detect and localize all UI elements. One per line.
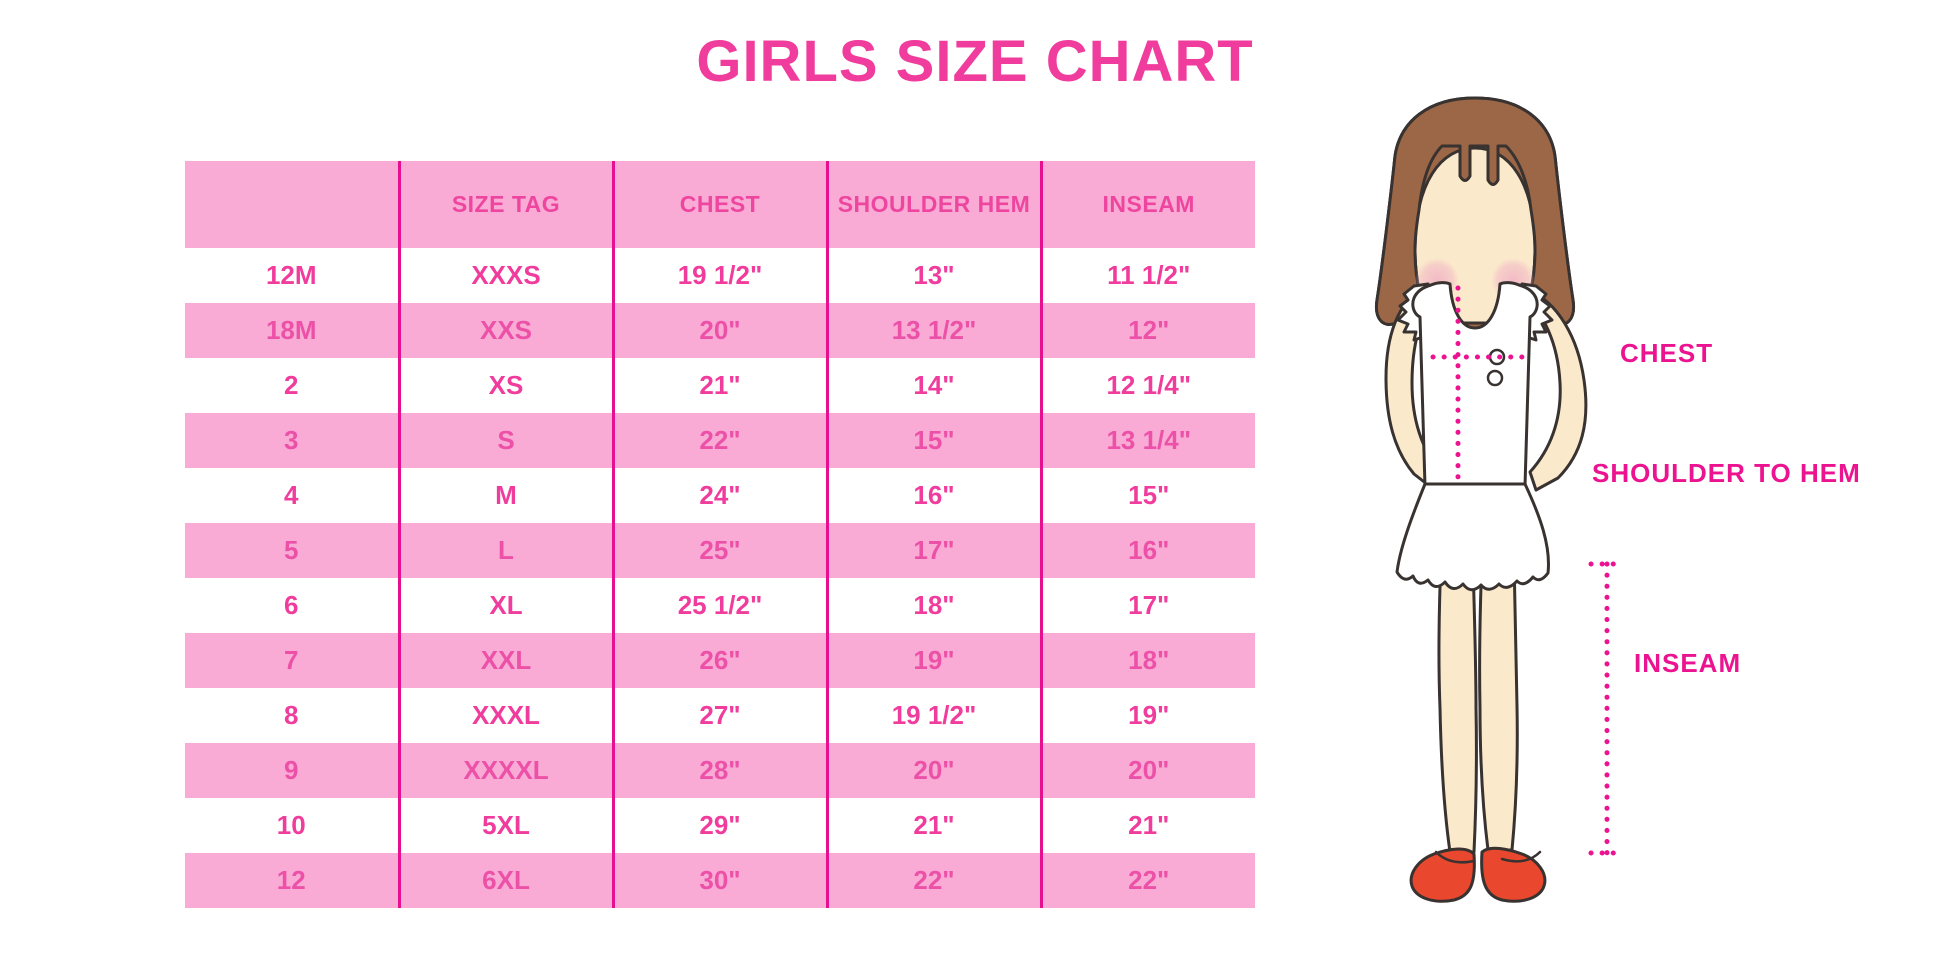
leg-right bbox=[1478, 556, 1519, 852]
table-row: 10 5XL 29" 21" 21" bbox=[185, 798, 1255, 853]
size-table-body: 12M XXXS 19 1/2" 13" 11 1/2" 18M XXS 20" 13 1/2"… bbox=[185, 248, 1255, 908]
column-header: INSEAM bbox=[1039, 161, 1255, 248]
table-cell: 22" bbox=[1039, 853, 1255, 908]
table-cell: 27" bbox=[611, 688, 827, 743]
table-row: 12 6XL 30" 22" 22" bbox=[185, 853, 1255, 908]
size-table-head: SIZE TAG CHEST SHOULDER HEM INSEAM bbox=[185, 161, 1255, 248]
table-cell: 5XL bbox=[397, 798, 613, 853]
table-cell: 16" bbox=[1039, 523, 1255, 578]
table-cell: XXXL bbox=[397, 688, 613, 743]
table-cell: 24" bbox=[611, 468, 827, 523]
table-row: 2 XS 21" 14" 12 1/4" bbox=[185, 358, 1255, 413]
table-cell: 25" bbox=[611, 523, 827, 578]
girl-figure bbox=[1374, 96, 1626, 903]
column-header: SHOULDER HEM bbox=[825, 161, 1041, 248]
inseam-label: INSEAM bbox=[1634, 648, 1742, 678]
hair-bangs bbox=[1374, 96, 1576, 356]
table-cell: 21" bbox=[1039, 798, 1255, 853]
shoe-right bbox=[1480, 846, 1547, 903]
table-cell: 12 1/4" bbox=[1039, 358, 1255, 413]
table-row: 5 L 25" 17" 16" bbox=[185, 523, 1255, 578]
column-header bbox=[185, 161, 399, 248]
table-cell: 10 bbox=[276, 810, 306, 840]
table-cell: 4 bbox=[284, 480, 299, 510]
table-cell: 30" bbox=[611, 853, 827, 908]
button-bottom bbox=[1486, 369, 1504, 387]
table-row: 18M XXS 20" 13 1/2" 12" bbox=[185, 303, 1255, 358]
table-cell: 19 1/2" bbox=[611, 248, 827, 303]
table-cell: 22" bbox=[825, 853, 1041, 908]
table-cell: S bbox=[397, 413, 613, 468]
table-cell: L bbox=[397, 523, 613, 578]
table-cell: 18M bbox=[185, 303, 399, 358]
table-cell: M bbox=[397, 468, 613, 523]
table-cell: 13 1/4" bbox=[1039, 413, 1255, 468]
table-row: 9 XXXXL 28" 20" 20" bbox=[185, 743, 1255, 798]
arm-right bbox=[1520, 288, 1588, 492]
table-cell: 15" bbox=[825, 413, 1041, 468]
table-cell: XXL bbox=[397, 633, 613, 688]
table-cell: XXXXL bbox=[397, 743, 613, 798]
table-cell: 18" bbox=[1039, 633, 1255, 688]
table-row: 3 S 22" 15" 13 1/4" bbox=[185, 413, 1255, 468]
column-header: SIZE TAG bbox=[397, 161, 613, 248]
table-cell: 7 bbox=[185, 633, 399, 688]
table-cell: 13 1/2" bbox=[825, 303, 1041, 358]
table-cell: 2 bbox=[284, 370, 299, 400]
table-cell: 28" bbox=[611, 743, 827, 798]
chart-title: GIRLS SIZE CHART bbox=[696, 29, 1254, 94]
column-header: CHEST bbox=[611, 161, 827, 248]
table-cell: 18" bbox=[825, 578, 1041, 633]
table-row: 7 XXL 26" 19" 18" bbox=[185, 633, 1255, 688]
table-cell: XL bbox=[397, 578, 613, 633]
table-cell: 12" bbox=[1039, 303, 1255, 358]
table-cell: 16" bbox=[825, 468, 1041, 523]
table-cell: 19" bbox=[825, 633, 1041, 688]
dress-skirt bbox=[1395, 482, 1550, 592]
table-cell: 20" bbox=[1039, 743, 1255, 798]
table-cell: 22" bbox=[611, 413, 827, 468]
table-row: 4 M 24" 16" 15" bbox=[185, 468, 1255, 523]
dress-top bbox=[1411, 281, 1539, 488]
table-cell: 6XL bbox=[397, 853, 613, 908]
table-cell: 20" bbox=[611, 303, 827, 358]
chest-label: CHEST bbox=[1620, 338, 1714, 368]
table-cell: 15" bbox=[1039, 468, 1255, 523]
shoe-strap-right bbox=[1500, 850, 1542, 863]
leg-left bbox=[1437, 556, 1478, 854]
table-cell: XXS bbox=[397, 303, 613, 358]
table-cell: 12 bbox=[185, 853, 399, 908]
table-cell: 3 bbox=[185, 413, 399, 468]
table-cell: 17" bbox=[1039, 578, 1255, 633]
shoulder-to-hem-label: SHOULDER TO HEM bbox=[1592, 458, 1861, 488]
table-row: 6 XL 25 1/2" 18" 17" bbox=[185, 578, 1255, 633]
table-cell: 20" bbox=[825, 743, 1041, 798]
table-row: 8 XXXL 27" 19 1/2" 19" bbox=[185, 688, 1255, 743]
table-row: 12M XXXS 19 1/2" 13" 11 1/2" bbox=[185, 248, 1255, 303]
table-cell: 13" bbox=[825, 248, 1041, 303]
table-cell: 19 1/2" bbox=[825, 688, 1041, 743]
table-cell: 6 bbox=[284, 590, 299, 620]
shoe-strap-left bbox=[1434, 850, 1476, 864]
size-table: SIZE TAG CHEST SHOULDER HEM INSEAM 12M XXXS 1… bbox=[185, 161, 1255, 908]
table-cell: 17" bbox=[825, 523, 1041, 578]
table-cell: 12M bbox=[265, 260, 317, 290]
table-cell: 29" bbox=[611, 798, 827, 853]
table-cell: XS bbox=[397, 358, 613, 413]
size-table-header-row: SIZE TAG CHEST SHOULDER HEM INSEAM bbox=[185, 161, 1255, 248]
table-cell: 11 1/2" bbox=[1039, 248, 1255, 303]
arm-left bbox=[1384, 288, 1442, 490]
table-cell: 25 1/2" bbox=[611, 578, 827, 633]
table-cell: XXXS bbox=[397, 248, 613, 303]
table-cell: 26" bbox=[611, 633, 827, 688]
table-cell: 21" bbox=[611, 358, 827, 413]
table-cell: 5 bbox=[185, 523, 399, 578]
table-cell: 19" bbox=[1039, 688, 1255, 743]
table-cell: 9 bbox=[185, 743, 399, 798]
table-cell: 8 bbox=[284, 700, 299, 730]
table-cell: 14" bbox=[825, 358, 1041, 413]
table-cell: 21" bbox=[825, 798, 1041, 853]
